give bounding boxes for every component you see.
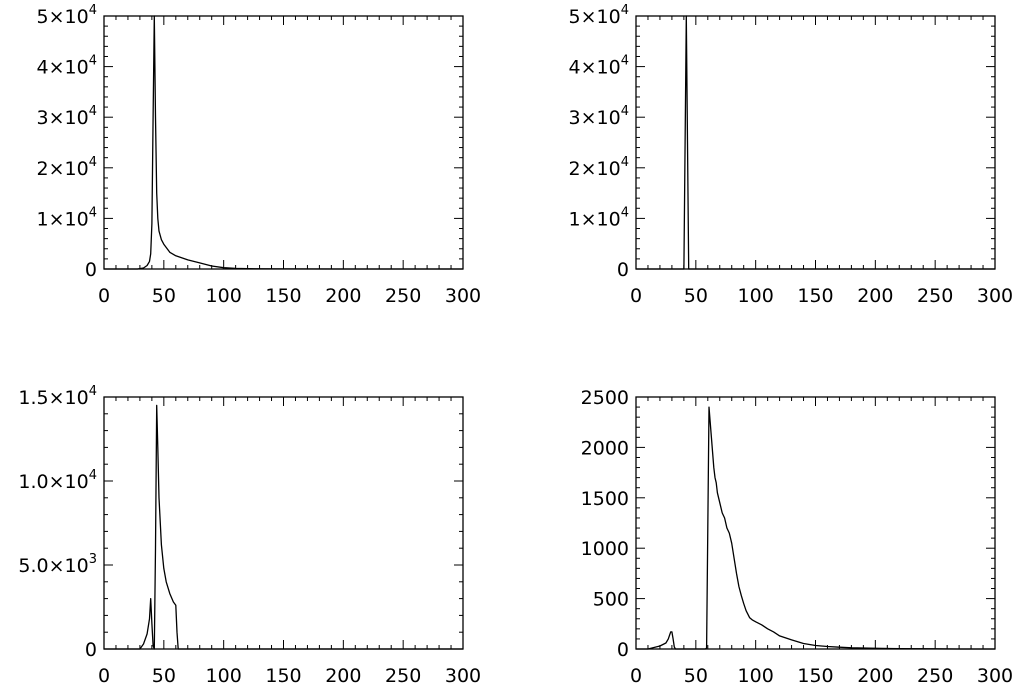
y-tick-exponent: 4 — [621, 205, 629, 220]
y-tick-exponent: 4 — [89, 384, 97, 399]
x-tick-label: 50 — [684, 665, 708, 687]
x-tick-label: 100 — [738, 285, 774, 307]
y-tick-label: 1000 — [581, 538, 629, 560]
y-tick-exponent: 4 — [621, 54, 629, 69]
y-tick-label: 1.0×104 — [18, 468, 97, 493]
y-tick-mantissa: 2×10 — [37, 158, 89, 180]
x-tick-label: 100 — [206, 285, 242, 307]
y-tick-mantissa: 4×10 — [569, 57, 621, 79]
y-tick-exponent: 4 — [89, 155, 97, 170]
y-tick-label: 5×104 — [569, 3, 629, 28]
y-tick-exponent: 4 — [621, 3, 629, 18]
y-tick-label: 1×104 — [569, 205, 629, 230]
y-tick-label: 2×104 — [569, 155, 629, 180]
y-tick-mantissa: 0 — [617, 259, 629, 281]
x-tick-label: 250 — [385, 285, 421, 307]
y-tick-mantissa: 3×10 — [569, 107, 621, 129]
x-tick-label: 0 — [630, 665, 642, 687]
y-tick-exponent: 3 — [89, 552, 97, 567]
y-tick-exponent: 4 — [89, 3, 97, 18]
x-tick-label: 100 — [738, 665, 774, 687]
y-tick-mantissa: 4×10 — [37, 57, 89, 79]
y-tick-mantissa: 1×10 — [37, 208, 89, 230]
y-tick-exponent: 4 — [621, 104, 629, 119]
x-tick-label: 150 — [265, 665, 301, 687]
x-tick-label: 250 — [917, 285, 953, 307]
plot-frame — [103, 15, 464, 270]
y-tick-label: 4×104 — [569, 54, 629, 79]
y-tick-label: 3×104 — [569, 104, 629, 129]
x-tick-label: 0 — [98, 665, 110, 687]
x-tick-label: 150 — [265, 285, 301, 307]
histogram-panel-2: 0 50 100 150 200 250 30001×1042×1043×1044×1045… — [569, 3, 1014, 307]
y-tick-mantissa: 1.0×10 — [18, 471, 88, 493]
y-tick-mantissa: 2500 — [581, 387, 629, 409]
y-tick-exponent: 4 — [89, 54, 97, 69]
x-tick-label: 200 — [857, 285, 893, 307]
y-tick-label: 2000 — [581, 437, 629, 459]
y-tick-label: 0 — [617, 259, 629, 281]
y-tick-exponent: 4 — [89, 104, 97, 119]
y-tick-label: 5×104 — [37, 3, 97, 28]
plot-frame — [635, 15, 996, 270]
x-tick-label: 50 — [152, 665, 176, 687]
x-tick-label: 300 — [977, 665, 1013, 687]
x-tick-label: 0 — [630, 285, 642, 307]
y-tick-label: 1×104 — [37, 205, 97, 230]
y-tick-exponent: 4 — [89, 468, 97, 483]
x-tick-label: 250 — [917, 665, 953, 687]
y-tick-exponent: 4 — [621, 155, 629, 170]
y-tick-label: 3×104 — [37, 104, 97, 129]
y-tick-mantissa: 0 — [85, 259, 97, 281]
x-tick-label: 100 — [206, 665, 242, 687]
histogram-line — [636, 406, 995, 650]
y-tick-label: 0 — [85, 639, 97, 661]
y-tick-label: 4×104 — [37, 54, 97, 79]
y-tick-mantissa: 500 — [593, 589, 629, 611]
y-tick-mantissa: 2×10 — [569, 158, 621, 180]
y-tick-mantissa: 1500 — [581, 488, 629, 510]
y-tick-label: 0 — [85, 259, 97, 281]
y-tick-label: 1.5×104 — [18, 384, 97, 409]
y-tick-mantissa: 2000 — [581, 437, 629, 459]
y-tick-label: 2500 — [581, 387, 629, 409]
histogram-panel-4: 0 50 100 150 200 250 300 0 500 1000 1500 2000 2500 — [581, 387, 1013, 687]
y-tick-mantissa: 1.5×10 — [18, 387, 88, 409]
x-tick-label: 300 — [445, 665, 481, 687]
y-tick-exponent: 4 — [89, 205, 97, 220]
y-tick-label: 500 — [593, 589, 629, 611]
x-tick-label: 200 — [857, 665, 893, 687]
y-tick-mantissa: 5.0×10 — [18, 555, 88, 577]
y-tick-mantissa: 0 — [617, 639, 629, 661]
y-tick-mantissa: 1×10 — [569, 208, 621, 230]
y-tick-label: 0 — [617, 639, 629, 661]
y-tick-mantissa: 5×10 — [37, 6, 89, 28]
plot-frame — [635, 396, 996, 650]
histogram-line — [104, 404, 463, 650]
x-tick-label: 0 — [98, 285, 110, 307]
x-tick-label: 300 — [445, 285, 481, 307]
histogram-panel-1: 0 50 100 150 200 250 30001×1042×1043×1044×1045… — [37, 3, 482, 307]
y-tick-mantissa: 0 — [85, 639, 97, 661]
x-tick-label: 200 — [325, 285, 361, 307]
x-tick-label: 50 — [684, 285, 708, 307]
histogram-line — [636, 15, 995, 270]
y-tick-mantissa: 5×10 — [569, 6, 621, 28]
x-tick-label: 250 — [385, 665, 421, 687]
x-tick-label: 300 — [977, 285, 1013, 307]
y-tick-label: 1500 — [581, 488, 629, 510]
x-tick-label: 150 — [797, 665, 833, 687]
y-tick-mantissa: 3×10 — [37, 107, 89, 129]
y-tick-label: 5.0×103 — [18, 552, 97, 577]
y-tick-label: 2×104 — [37, 155, 97, 180]
x-tick-label: 200 — [325, 665, 361, 687]
x-tick-label: 50 — [152, 285, 176, 307]
y-tick-mantissa: 1000 — [581, 538, 629, 560]
histogram-line — [104, 15, 463, 270]
x-tick-label: 150 — [797, 285, 833, 307]
